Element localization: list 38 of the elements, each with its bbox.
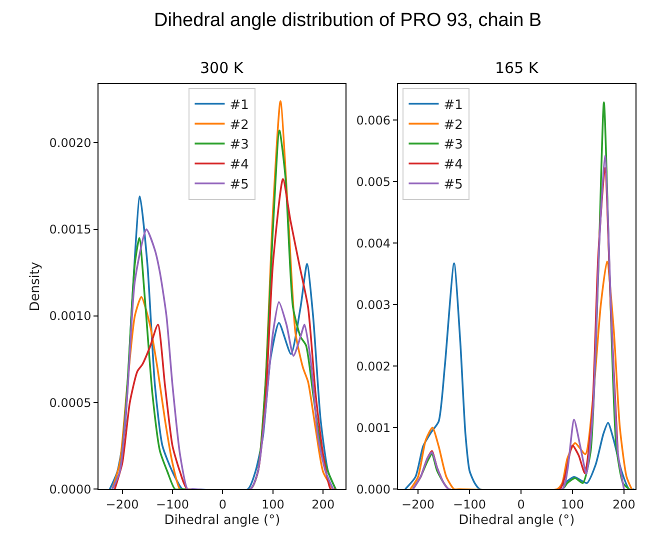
y-tick-label: 0.0000 (49, 482, 92, 496)
x-tick-label: 200 (312, 498, 335, 512)
y-tick-label: 0.005 (356, 174, 391, 189)
x-tick-label: −200 (402, 498, 435, 512)
x-tick-label: −200 (106, 498, 139, 512)
y-axis-title: Density (28, 261, 44, 312)
legend-label: #5 (230, 177, 249, 192)
legend-label: #4 (230, 158, 249, 173)
x-tick-label: −100 (453, 498, 486, 512)
x-tick-label: 0 (517, 498, 525, 512)
x-axis-title: Dihedral angle (°) (164, 513, 280, 528)
legend-label: #3 (444, 138, 463, 153)
y-tick-label: 0.0005 (49, 396, 92, 410)
y-tick-label: 0.006 (356, 113, 391, 128)
chart-title: 300 K (200, 59, 244, 77)
chart-title: 165 K (495, 59, 540, 77)
legend-label: #2 (230, 118, 249, 133)
x-tick-label: 100 (561, 498, 584, 512)
legend-label: #2 (444, 118, 463, 133)
y-tick-label: 0.004 (356, 236, 391, 250)
legend-label: #5 (444, 177, 463, 192)
x-tick-label: 0 (218, 498, 227, 512)
y-tick-label: 0.0010 (49, 309, 92, 324)
legend-label: #4 (444, 158, 463, 173)
x-tick-label: −100 (156, 498, 189, 512)
x-tick-label: 200 (612, 498, 636, 512)
legend-label: #1 (230, 98, 249, 113)
y-tick-label: 0.001 (356, 420, 391, 435)
legend-label: #3 (230, 138, 249, 153)
y-tick-label: 0.003 (356, 298, 391, 312)
x-tick-label: 100 (261, 498, 284, 512)
y-tick-label: 0.002 (356, 359, 391, 374)
text: Dihedral angle distribution of PRO 93, chain B (154, 10, 542, 31)
y-tick-label: 0.000 (356, 482, 391, 496)
x-axis-title: Dihedral angle (°) (458, 513, 575, 528)
legend-label: #1 (444, 98, 463, 113)
y-tick-label: 0.0020 (49, 136, 92, 150)
y-tick-label: 0.0015 (49, 222, 92, 237)
